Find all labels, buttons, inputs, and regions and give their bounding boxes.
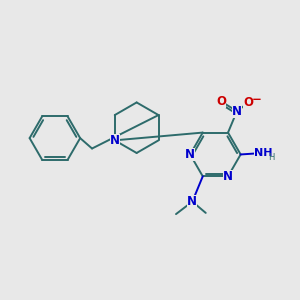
Text: N: N — [223, 170, 233, 183]
Text: NH: NH — [254, 148, 272, 158]
Text: H: H — [268, 153, 274, 162]
Text: O: O — [217, 95, 226, 108]
Text: N: N — [185, 148, 195, 161]
Text: N: N — [110, 134, 120, 147]
Text: N: N — [232, 105, 242, 118]
Text: N: N — [188, 195, 197, 208]
Text: O: O — [243, 96, 253, 110]
Text: −: − — [252, 93, 262, 106]
